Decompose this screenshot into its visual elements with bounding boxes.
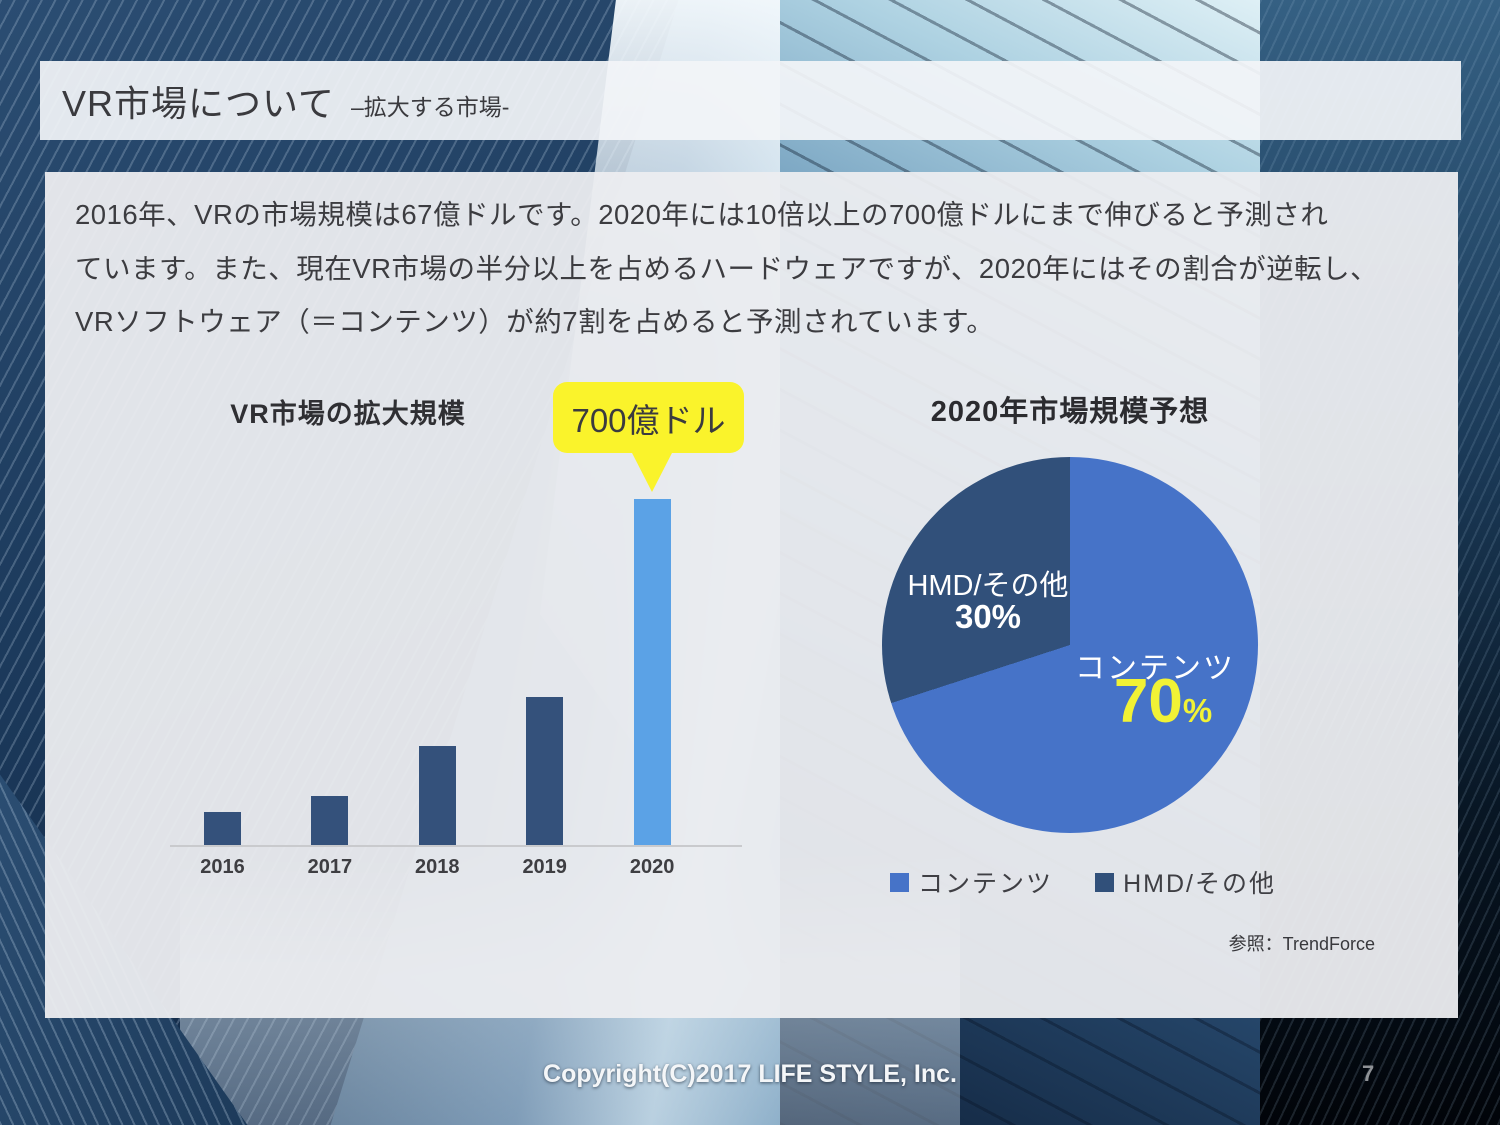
bar-2017 — [311, 796, 349, 845]
pie-slice-value-hmd: 30% — [954, 598, 1022, 635]
legend-label: コンテンツ — [918, 870, 1054, 898]
pie-slice-label-content: コンテンツ — [1075, 652, 1235, 685]
bar-chart-title: VR市場の拡大規模 — [230, 399, 466, 429]
legend-item-0: コンテンツ — [890, 864, 1053, 900]
body-line-2: ています。また、現在VR市場の半分以上を占めるハードウェアですが、2020年には… — [75, 252, 1379, 284]
pie-value-number: 70 — [1113, 667, 1183, 736]
page-subtitle: –拡大する市場- — [350, 93, 510, 120]
legend-label: HMD/その他 — [1123, 870, 1276, 898]
legend-swatch-icon — [1095, 872, 1115, 892]
bar-category-2016: 2016 — [200, 856, 245, 878]
bar-chart-plot — [170, 499, 742, 845]
annotation-text: 700億ドル — [571, 401, 726, 439]
pie-slice-value-content: 70% — [1058, 666, 1268, 737]
pie-chart — [882, 457, 1258, 833]
body-line-3: VRソフトウェア（＝コンテンツ）が約7割を占めると予測されています。 — [75, 306, 995, 337]
bar-category-2017: 2017 — [307, 856, 353, 878]
pie-slice-label-hmd: HMD/その他 — [907, 570, 1069, 602]
content-panel: 2016年、VRの市場規模は67億ドルです。2020年には10倍以上の700億ド… — [45, 172, 1458, 1018]
bar-2016 — [204, 812, 241, 845]
bar-category-2018: 2018 — [415, 856, 460, 878]
pie-chart-title: 2020年市場規模予想 — [930, 396, 1210, 428]
page-number: 7 — [1362, 1061, 1375, 1086]
bar-category-2019: 2019 — [522, 856, 567, 878]
annotation-callout-tail-icon — [631, 451, 673, 492]
bar-2018 — [418, 746, 456, 845]
body-line-1: 2016年、VRの市場規模は67億ドルです。2020年には10倍以上の700億ド… — [75, 199, 1329, 230]
bar-chart-axis — [170, 845, 742, 847]
legend-item-1: HMD/その他 — [1095, 864, 1276, 900]
pie-legend: コンテンツ HMD/その他 — [858, 864, 1308, 900]
bar-2019 — [526, 697, 564, 845]
bar-chart-categories: 2016 2017 2018 2019 2020 — [170, 856, 742, 886]
source-note: 参照：TrendForce — [1228, 934, 1375, 954]
slide-title-bar: VR市場について –拡大する市場- — [40, 61, 1461, 140]
bar-2020 — [633, 499, 671, 845]
annotation-callout: 700億ドル — [553, 382, 744, 453]
pie-value-percent-sign: % — [1182, 692, 1213, 729]
copyright-text: Copyright(C)2017 LIFE STYLE, Inc. — [543, 1060, 957, 1088]
bar-category-2020: 2020 — [629, 856, 675, 878]
body-paragraph: 2016年、VRの市場規模は67億ドルです。2020年には10倍以上の700億ド… — [75, 188, 1443, 349]
legend-swatch-icon — [890, 872, 910, 892]
page-title: VR市場について — [62, 82, 335, 124]
